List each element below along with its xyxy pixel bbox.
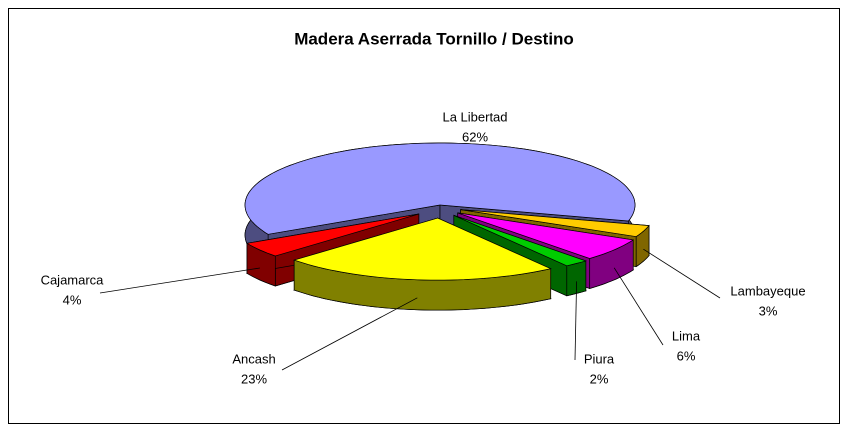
slice-top (245, 213, 419, 257)
slice-top (244, 142, 636, 235)
slice-name: Cajamarca (41, 272, 105, 287)
chart-title: Madera Aserrada Tornillo / Destino (294, 29, 574, 48)
slice-value: 3% (759, 303, 778, 318)
slice-value: 2% (590, 371, 609, 386)
slice-name: La Libertad (442, 109, 507, 124)
slice-value: 23% (241, 371, 267, 386)
slice-top (457, 212, 635, 259)
slice-name: Ancash (232, 351, 275, 366)
leader-line (574, 281, 577, 361)
slice (293, 217, 552, 311)
slice-value: 6% (677, 348, 696, 363)
slice-value: 62% (462, 129, 488, 144)
leader-line (643, 248, 721, 299)
slice-value: 4% (63, 292, 82, 307)
slice-top (460, 209, 650, 237)
slice-name: Piura (584, 351, 615, 366)
slice-name: Lima (672, 328, 701, 343)
leader-line (281, 297, 418, 371)
slice-name: Lambayeque (730, 283, 805, 298)
slice-top (453, 214, 587, 267)
slice-top (293, 217, 552, 281)
leader-line (99, 267, 260, 294)
leader-line (613, 267, 664, 346)
